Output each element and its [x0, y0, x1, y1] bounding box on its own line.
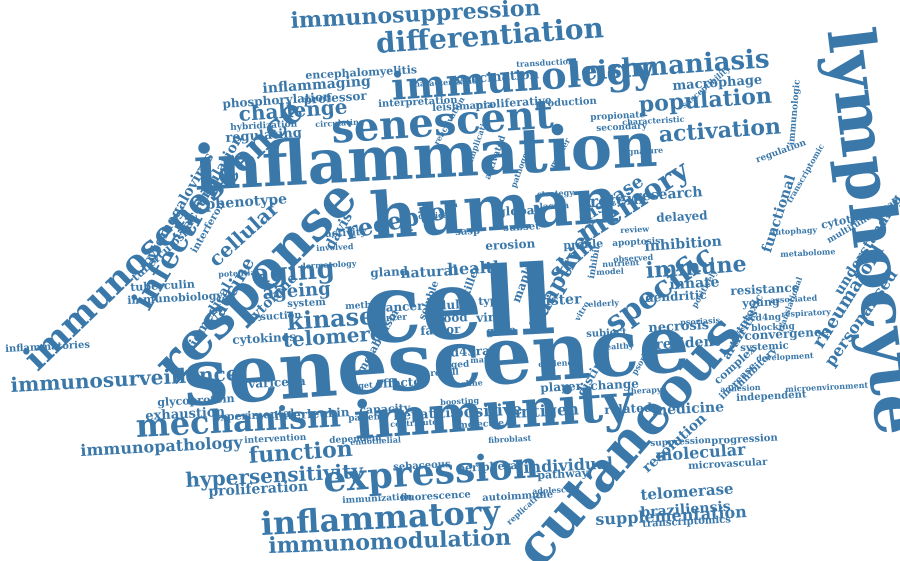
cloud-word: autophagy — [769, 224, 818, 237]
cloud-word: cytokines — [231, 329, 297, 347]
cloud-word: lymphocyte — [811, 23, 900, 439]
cloud-word: psoriasis — [679, 314, 721, 327]
cloud-word: patient — [347, 412, 385, 424]
cloud-word: plasma — [532, 201, 570, 213]
cloud-word: varicella — [247, 373, 307, 391]
cloud-word: research — [633, 184, 704, 205]
cloud-word: system — [286, 296, 327, 310]
cloud-word: transcriptomics — [641, 514, 732, 530]
cloud-word: target — [344, 379, 373, 391]
cloud-word: type — [477, 293, 505, 308]
cloud-word: strategy — [536, 187, 575, 199]
cloud-word: matrix — [469, 353, 500, 365]
cloud-word: related — [603, 400, 653, 417]
cloud-word: therapy — [626, 384, 662, 396]
cloud-word: respiratory — [780, 306, 832, 319]
cloud-word: erosion — [484, 236, 536, 253]
cloud-word: gland — [369, 264, 409, 280]
cloud-word: healthy — [599, 340, 634, 352]
cloud-word: cancer — [377, 298, 424, 315]
cloud-word: endothelial — [349, 434, 402, 447]
cloud-word: sasp — [454, 225, 481, 238]
cloud-word: proliferation — [207, 478, 309, 500]
cloud-word: model — [595, 265, 624, 277]
cloud-word: virus — [475, 309, 510, 325]
cloud-word: gene — [485, 323, 517, 338]
cloud-word: medicine — [651, 399, 725, 419]
cloud-word: immunomodulation — [267, 524, 512, 559]
cloud-word: immunologic — [787, 78, 803, 146]
cloud-word: elderly — [587, 297, 620, 309]
cloud-word: adult — [429, 297, 466, 313]
cloud-word: progression — [710, 432, 778, 447]
cloud-word: clinical — [417, 209, 452, 221]
cloud-word: boosting — [439, 394, 480, 407]
cloud-word: subject — [585, 326, 628, 340]
cloud-word: production — [534, 95, 598, 110]
cloud-word: antigen — [509, 399, 580, 422]
cloud-word: microvascular — [687, 456, 768, 472]
cloud-word: signature — [619, 144, 664, 157]
cloud-word: transduction — [515, 55, 574, 69]
cloud-word: metabolome — [779, 246, 836, 259]
cloud-word: dermatology — [299, 258, 357, 271]
cloud-word: natural — [399, 262, 459, 282]
cloud-word: blister — [529, 291, 582, 310]
cloud-word: review — [619, 223, 650, 235]
cloud-word: resident — [654, 333, 721, 353]
cloud-word: peripheral — [456, 458, 522, 475]
cloud-word: potential — [217, 266, 259, 279]
cloud-word: decline — [449, 377, 483, 389]
cloud-word: interleukin — [273, 405, 350, 423]
cloud-word: delayed — [655, 208, 708, 225]
cloud-word: regulation — [754, 138, 808, 166]
cloud-word: pathway — [536, 466, 589, 482]
cloud-word: contribute — [389, 416, 438, 429]
cloud-word: effector — [374, 374, 428, 391]
cloud-word: circulating — [314, 116, 365, 129]
cloud-word: fibroblast — [487, 432, 532, 445]
cloud-word: immunopathology — [79, 432, 244, 460]
cloud-word: enter — [379, 312, 408, 324]
cloud-word: factor — [419, 321, 461, 338]
cloud-word: evidence — [537, 356, 578, 369]
cloud-word: subset — [502, 221, 540, 234]
cloud-word: aged — [444, 359, 470, 371]
